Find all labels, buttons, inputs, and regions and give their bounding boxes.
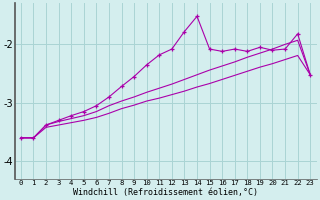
X-axis label: Windchill (Refroidissement éolien,°C): Windchill (Refroidissement éolien,°C) [73, 188, 258, 197]
